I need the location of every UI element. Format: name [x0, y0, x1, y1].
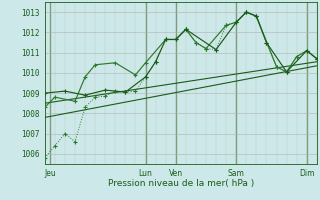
X-axis label: Pression niveau de la mer( hPa ): Pression niveau de la mer( hPa )	[108, 179, 254, 188]
